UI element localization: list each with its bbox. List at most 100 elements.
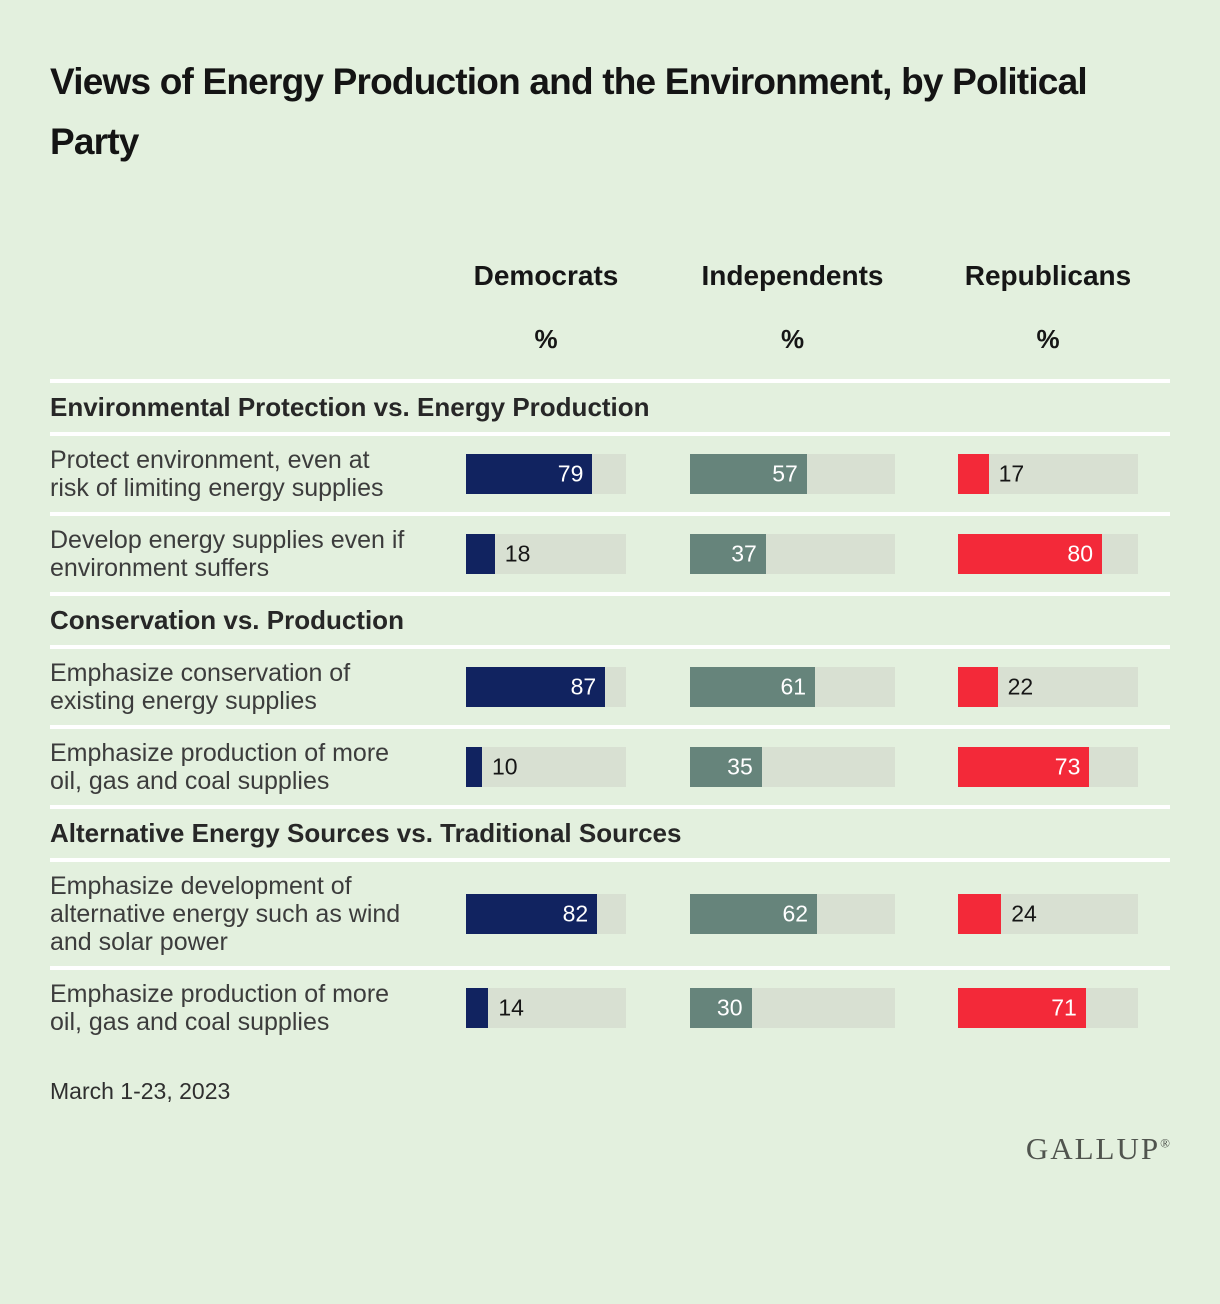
section-header: Environmental Protection vs. Energy Prod…: [50, 392, 650, 422]
bar-track: 35: [690, 747, 895, 787]
bar-value: 24: [1011, 900, 1037, 927]
bar-independents: 57: [690, 454, 807, 494]
bar-cell: 82: [466, 894, 690, 934]
data-row: Emphasize production of more oil, gas an…: [50, 729, 1170, 805]
section-header: Alternative Energy Sources vs. Tradition…: [50, 818, 682, 848]
bar-track: 17: [958, 454, 1138, 494]
bar-value: 22: [1007, 673, 1034, 700]
bar-track: 24: [958, 894, 1138, 934]
chart-card: Views of Energy Production and the Envir…: [50, 61, 1170, 1167]
column-header-republicans: Republicans %: [958, 260, 1138, 355]
column-headers: Democrats % Independents % Republicans %: [50, 260, 1170, 355]
bar-value: 62: [782, 900, 809, 927]
chart-body: Environmental Protection vs. Energy Prod…: [50, 379, 1170, 1046]
bar-independents: 35: [690, 747, 762, 787]
bar-track: 87: [466, 667, 626, 707]
row-label: Emphasize development of alternative ene…: [50, 872, 401, 956]
percent-sign: %: [534, 324, 558, 354]
bar-independents: 61: [690, 667, 816, 707]
data-row: Emphasize development of alternative ene…: [50, 862, 1170, 966]
data-row: Emphasize production of more oil, gas an…: [50, 970, 1170, 1046]
bar-value: 14: [498, 994, 524, 1021]
bar-track: 71: [958, 988, 1138, 1028]
bar-value: 73: [1054, 753, 1081, 780]
bar-value: 18: [504, 540, 531, 567]
bar-track: 14: [466, 988, 626, 1028]
bar-republicans: 73: [958, 747, 1090, 787]
separator-line: [50, 512, 1170, 516]
gallup-wordmark: GALLUP: [1025, 1131, 1161, 1166]
survey-date: March 1-23, 2023: [50, 1078, 231, 1104]
bar-democrats: 87: [466, 667, 606, 707]
bar-cell: 73: [958, 747, 1170, 787]
bar-value: 35: [727, 753, 753, 780]
bar-value: 80: [1067, 540, 1093, 567]
bar-cell: 10: [466, 747, 690, 787]
bar-cell: 62: [690, 894, 958, 934]
bar-track: 18: [466, 534, 626, 574]
bar-value: 57: [772, 460, 798, 487]
separator-line: [50, 725, 1170, 729]
bar-track: 37: [690, 534, 895, 574]
bar-cell: 80: [958, 534, 1170, 574]
data-row: Emphasize conservation of existing energ…: [50, 649, 1170, 725]
registered-mark: ®: [1160, 1135, 1170, 1151]
chart-title: Views of Energy Production and the Envir…: [50, 61, 1088, 162]
bar-cell: 61: [690, 667, 958, 707]
bar-cell: 71: [958, 988, 1170, 1028]
bar-track: 10: [466, 747, 626, 787]
bar-track: 82: [466, 894, 626, 934]
row-label: Emphasize production of more oil, gas an…: [50, 739, 390, 795]
bar-track: 61: [690, 667, 895, 707]
row-label: Protect environment, even at risk of lim…: [50, 446, 384, 502]
bar-track: 73: [958, 747, 1138, 787]
bar-value: 61: [780, 673, 807, 700]
bar-value: 30: [716, 994, 743, 1021]
row-label: Emphasize conservation of existing energ…: [50, 659, 351, 715]
bar-cell: 35: [690, 747, 958, 787]
bar-cell: 87: [466, 667, 690, 707]
data-row: Protect environment, even at risk of lim…: [50, 436, 1170, 512]
bar-value: 79: [557, 460, 584, 487]
bar-democrats: [466, 747, 482, 787]
bar-track: 62: [690, 894, 895, 934]
separator-line: [50, 379, 1170, 383]
bar-value: 87: [570, 673, 597, 700]
bar-track: 30: [690, 988, 895, 1028]
brand-row: GALLUP®: [50, 1131, 1170, 1167]
bar-democrats: 79: [466, 454, 593, 494]
column-label: Independents: [701, 260, 884, 291]
separator-line: [50, 966, 1170, 970]
bar-value: 10: [492, 753, 518, 780]
bar-cell: 22: [958, 667, 1170, 707]
bar-republicans: [958, 667, 998, 707]
bar-independents: 37: [690, 534, 766, 574]
bar-democrats: [466, 988, 489, 1028]
separator-line: [50, 858, 1170, 862]
bar-republicans: [958, 894, 1002, 934]
bar-cell: 79: [466, 454, 690, 494]
bar-republicans: 80: [958, 534, 1102, 574]
row-label: Emphasize production of more oil, gas an…: [50, 980, 390, 1036]
bar-cell: 17: [958, 454, 1170, 494]
bar-cell: 37: [690, 534, 958, 574]
percent-sign: %: [1036, 324, 1060, 354]
separator-line: [50, 432, 1170, 436]
bar-independents: 62: [690, 894, 818, 934]
bar-republicans: [958, 454, 989, 494]
bar-cell: 18: [466, 534, 690, 574]
column-header-independents: Independents %: [690, 260, 895, 355]
separator-line: [50, 805, 1170, 809]
bar-independents: 30: [690, 988, 752, 1028]
bar-track: 22: [958, 667, 1138, 707]
bar-track: 80: [958, 534, 1138, 574]
bar-cell: 30: [690, 988, 958, 1028]
section-header: Conservation vs. Production: [50, 605, 404, 635]
bar-cell: 14: [466, 988, 690, 1028]
column-header-democrats: Democrats %: [466, 260, 626, 355]
column-label: Democrats: [473, 260, 619, 291]
bar-republicans: 71: [958, 988, 1086, 1028]
bar-value: 82: [562, 900, 589, 927]
bar-democrats: 82: [466, 894, 598, 934]
bar-value: 17: [998, 460, 1025, 487]
